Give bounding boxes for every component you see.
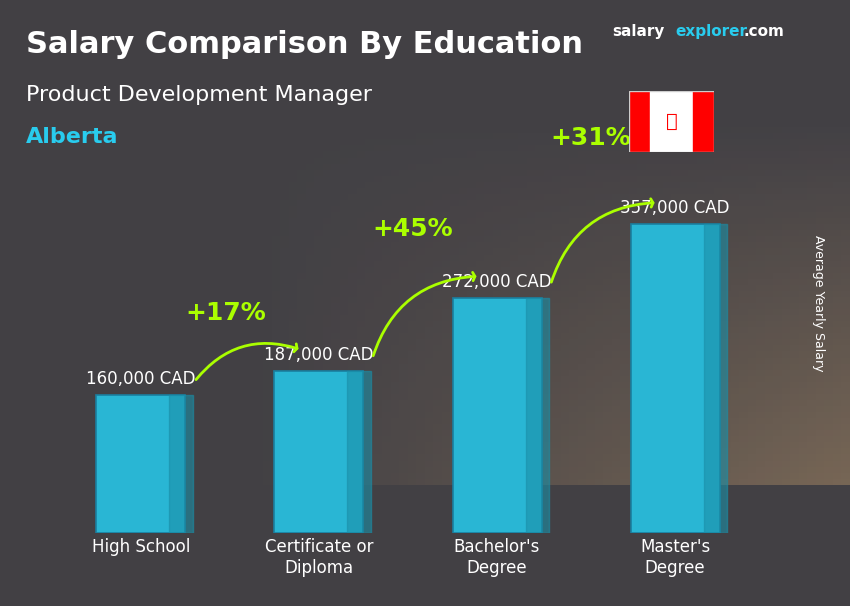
Bar xyxy=(275,371,364,533)
Polygon shape xyxy=(704,224,727,533)
Text: Salary Comparison By Education: Salary Comparison By Education xyxy=(26,30,582,59)
Text: 160,000 CAD: 160,000 CAD xyxy=(86,370,196,388)
Text: +45%: +45% xyxy=(372,216,453,241)
Polygon shape xyxy=(525,298,549,533)
Text: .com: .com xyxy=(744,24,785,39)
Bar xyxy=(452,298,541,533)
Text: +17%: +17% xyxy=(185,301,266,325)
Polygon shape xyxy=(348,371,371,533)
Polygon shape xyxy=(169,395,192,533)
Bar xyxy=(96,395,185,533)
Text: salary: salary xyxy=(612,24,665,39)
Text: 272,000 CAD: 272,000 CAD xyxy=(442,273,552,291)
Bar xyxy=(631,224,720,533)
Bar xyxy=(650,91,693,152)
Bar xyxy=(629,91,650,152)
Text: Product Development Manager: Product Development Manager xyxy=(26,85,371,105)
Text: explorer: explorer xyxy=(676,24,748,39)
Text: Average Yearly Salary: Average Yearly Salary xyxy=(812,235,824,371)
Text: +31%: +31% xyxy=(550,125,631,150)
Bar xyxy=(693,91,714,152)
Text: Alberta: Alberta xyxy=(26,127,118,147)
Text: 187,000 CAD: 187,000 CAD xyxy=(264,347,374,364)
Text: 🍁: 🍁 xyxy=(666,112,677,131)
Text: 357,000 CAD: 357,000 CAD xyxy=(620,199,730,218)
